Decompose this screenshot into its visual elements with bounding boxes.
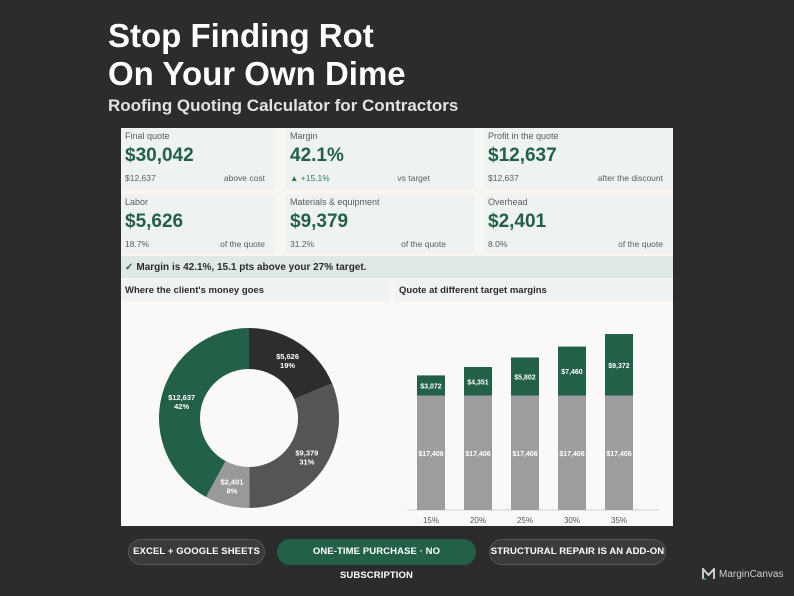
slice-pct-label: 42% <box>174 402 189 411</box>
kpi-profit: Profit in the quote $12,637 $12,637 afte… <box>484 128 673 189</box>
spreadsheet-preview: Final quote $30,042 $12,637 above cost M… <box>121 128 673 526</box>
slice-pct-label: 8% <box>227 486 238 495</box>
bar-value-label: $17,406 <box>512 451 537 458</box>
kpi-label: Margin <box>290 131 318 141</box>
slice-pct-label: 31% <box>299 457 314 466</box>
slice-value-label: $2,401 <box>220 477 243 486</box>
bar-value-label: $3,072 <box>420 384 442 391</box>
margin-status-banner: ✓ Margin is 42.1%, 15.1 pts above your 27… <box>121 256 673 278</box>
kpi-label: Materials & equipment <box>290 197 380 207</box>
kpi-sub-value: $12,637 <box>125 173 156 183</box>
add-on-badge: STRUCTURAL REPAIR IS AN ADD-ON <box>489 539 666 565</box>
kpi-final-quote: Final quote $30,042 $12,637 above cost <box>121 128 275 189</box>
kpi-value: 42.1% <box>290 145 344 166</box>
margincanvas-logo-icon <box>702 568 715 580</box>
bar-value-label: $7,460 <box>561 369 583 376</box>
excel-sheets-badge: EXCEL + GOOGLE SHEETS <box>128 539 265 565</box>
donut-slice <box>158 328 249 498</box>
brand-name: MarginCanvas <box>719 568 784 580</box>
bar-base-segment <box>464 395 492 510</box>
bar-margin-segment <box>464 367 492 396</box>
bar-base-segment <box>605 395 633 510</box>
kpi-value: $12,637 <box>488 145 557 166</box>
hero-title-line-2: On Your Own Dime <box>108 55 406 92</box>
bar-margin-segment <box>605 334 633 396</box>
kpi-label: Labor <box>125 197 149 207</box>
bar-margin-segment <box>558 346 586 396</box>
bar-value-label: $17,406 <box>418 451 443 458</box>
kpi-sub-caption: after the discount <box>597 173 663 183</box>
donut-section-title: Where the client's money goes <box>121 280 389 300</box>
kpi-value: $9,379 <box>290 211 349 232</box>
bar-base-segment <box>558 395 586 510</box>
charts-area: $5,626 19% $9,379 31% $2,401 8% $12,637 42% $17… <box>121 302 673 526</box>
donut-slice <box>249 383 339 508</box>
x-tick-label: 25% <box>517 516 533 525</box>
kpi-sub-caption: of the quote <box>220 239 265 249</box>
hero-title-line-1: Stop Finding Rot <box>108 17 374 54</box>
bar-value-label: $17,406 <box>606 451 631 458</box>
bar-value-label: $4,351 <box>467 379 489 386</box>
check-icon: ✓ <box>125 262 134 273</box>
kpi-label: Final quote <box>125 131 170 141</box>
slice-pct-label: 19% <box>280 361 295 370</box>
kpi-sub-caption: above cost <box>223 173 265 183</box>
kpi-margin: Margin 42.1% ▲ +15.1% vs target <box>286 128 474 189</box>
kpi-value: $2,401 <box>488 211 547 232</box>
bar-margin-segment <box>417 375 445 396</box>
bar-value-label: $5,802 <box>514 375 536 382</box>
x-tick-label: 35% <box>611 516 627 525</box>
bar-base-segment <box>417 395 445 510</box>
bar-value-label: $17,406 <box>465 451 490 458</box>
slice-value-label: $12,637 <box>168 393 195 402</box>
kpi-materials: Materials & equipment $9,379 31.2% of th… <box>286 194 474 253</box>
slice-value-label: $5,626 <box>276 352 299 361</box>
kpi-label: Overhead <box>488 197 528 207</box>
kpi-value: $30,042 <box>125 145 194 166</box>
donut-slice <box>205 461 250 508</box>
bar-chart: $17,406 $3,072 15% $17,406 $4,351 20% $17,406 $… <box>407 334 659 525</box>
donut-slice <box>249 328 333 400</box>
x-tick-label: 30% <box>564 516 580 525</box>
kpi-delta-up: ▲ +15.1% <box>290 173 330 183</box>
kpi-sub-value: 18.7% <box>125 239 150 249</box>
brand-logo: MarginCanvas <box>702 568 783 580</box>
kpi-sub-value: 31.2% <box>290 239 315 249</box>
kpi-value: $5,626 <box>125 211 184 232</box>
one-time-purchase-badge: ONE-TIME PURCHASE · NO SUBSCRIPTION <box>277 539 476 581</box>
kpi-sub-value: 8.0% <box>488 239 508 249</box>
bar-base-segment <box>511 395 539 510</box>
kpi-sub-caption: of the quote <box>618 239 663 249</box>
x-tick-label: 20% <box>470 516 486 525</box>
kpi-sub-caption: vs target <box>397 173 430 183</box>
bars-section-title: Quote at different target margins <box>395 280 673 300</box>
kpi-label: Profit in the quote <box>488 131 559 141</box>
kpi-overhead: Overhead $2,401 8.0% of the quote <box>484 194 673 253</box>
slice-value-label: $9,379 <box>295 448 318 457</box>
bar-value-label: $9,372 <box>608 363 630 370</box>
hero-title: Stop Finding Rot On Your Own Dime <box>108 17 406 93</box>
bar-value-label: $17,406 <box>559 451 584 458</box>
kpi-sub-caption: of the quote <box>401 239 446 249</box>
x-tick-label: 15% <box>423 516 439 525</box>
kpi-sub-value: $12,637 <box>488 173 519 183</box>
kpi-labor: Labor $5,626 18.7% of the quote <box>121 194 275 253</box>
status-message: Margin is 42.1%, 15.1 pts above your 27%… <box>136 262 367 273</box>
hero-subtitle: Roofing Quoting Calculator for Contracto… <box>108 96 459 115</box>
bar-margin-segment <box>511 357 539 396</box>
